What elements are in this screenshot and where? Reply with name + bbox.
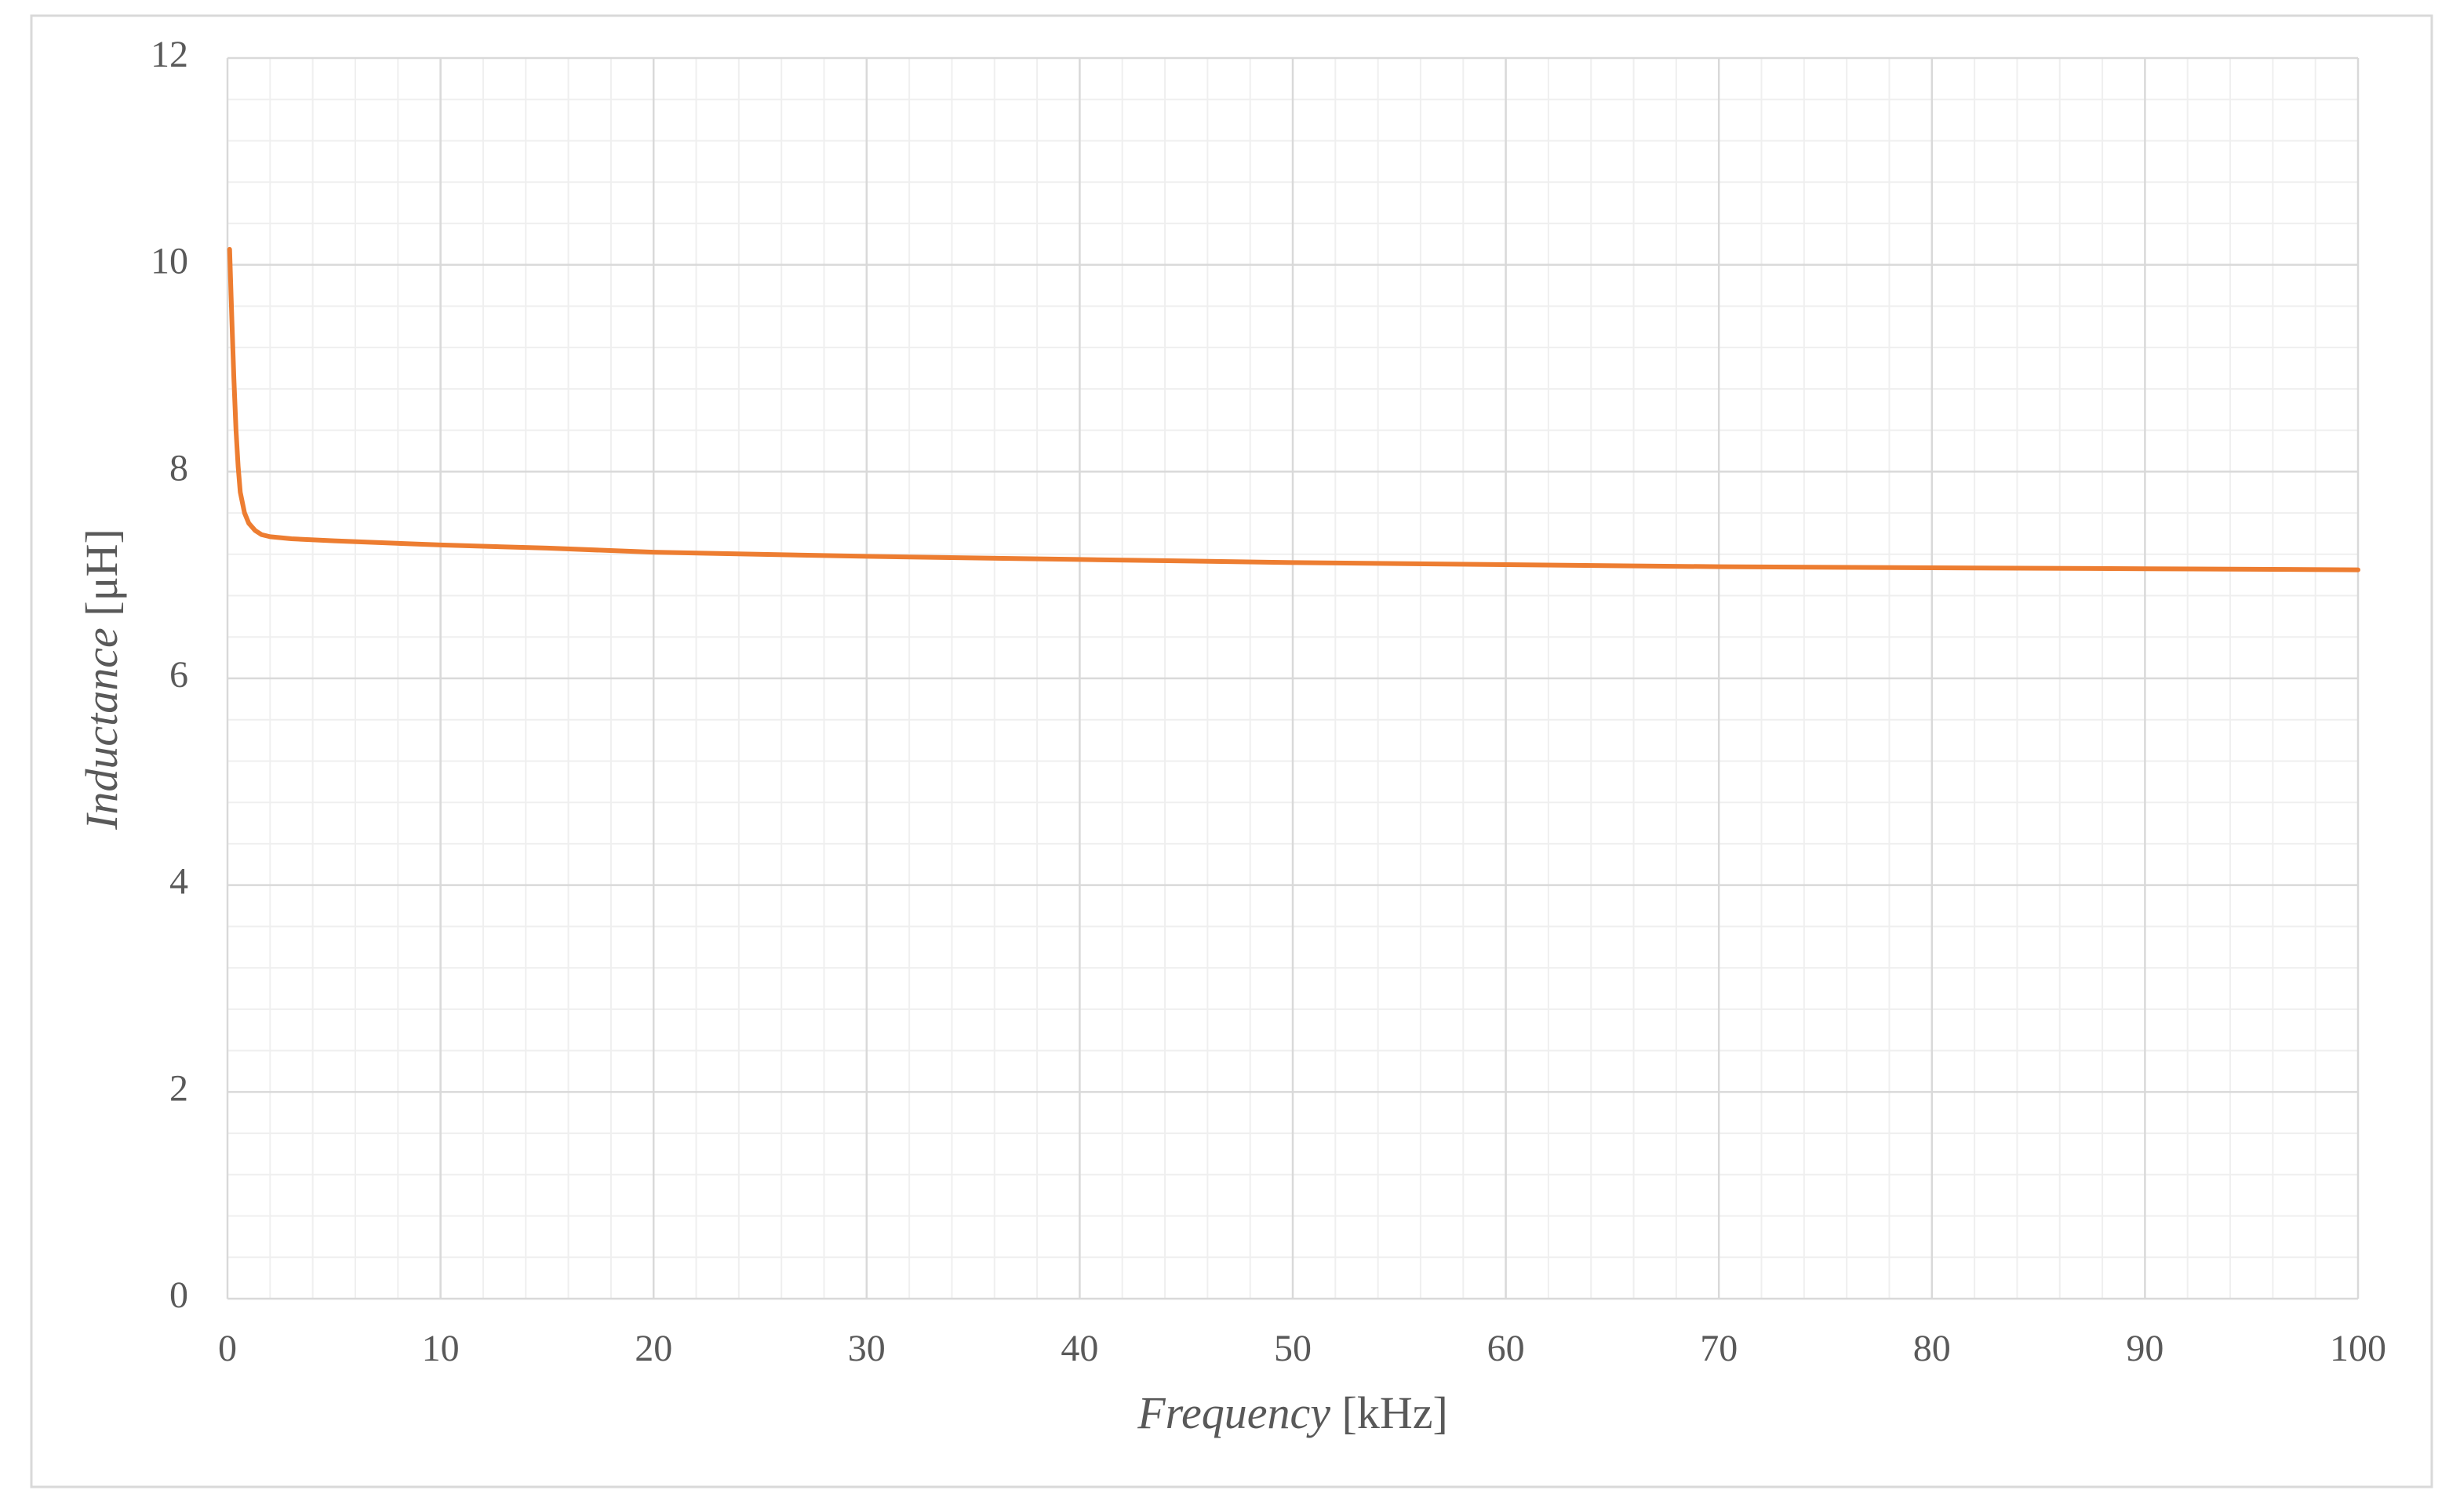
x-tick-label: 60 [1487, 1328, 1525, 1369]
x-tick-label: 100 [2330, 1328, 2386, 1369]
y-tick-label: 8 [169, 447, 188, 489]
x-tick-label: 70 [1700, 1328, 1738, 1369]
y-tick-label: 0 [169, 1274, 188, 1316]
x-tick-label: 80 [1913, 1328, 1951, 1369]
x-tick-label: 0 [218, 1328, 237, 1369]
x-tick-label: 30 [848, 1328, 886, 1369]
major-grid [226, 56, 2360, 1300]
x-tick-label: 40 [1061, 1328, 1098, 1369]
x-tick-label: 50 [1274, 1328, 1312, 1369]
data-line [227, 246, 2360, 572]
x-tick-label: 20 [635, 1328, 672, 1369]
chart-frame [30, 14, 2433, 1488]
y-tick-label: 4 [169, 861, 188, 903]
y-axis-label: Inductance [μH] [76, 529, 127, 831]
x-axis-label: Frequency [kHz] [1137, 1387, 1448, 1438]
x-tick-label: 10 [422, 1328, 460, 1369]
plot-area [227, 246, 2360, 572]
y-tick-label: 10 [151, 241, 188, 282]
y-tick-label: 12 [151, 34, 188, 75]
y-tick-label: 2 [169, 1067, 188, 1109]
x-tick-label: 90 [2126, 1328, 2163, 1369]
y-tick-label: 6 [169, 654, 188, 696]
